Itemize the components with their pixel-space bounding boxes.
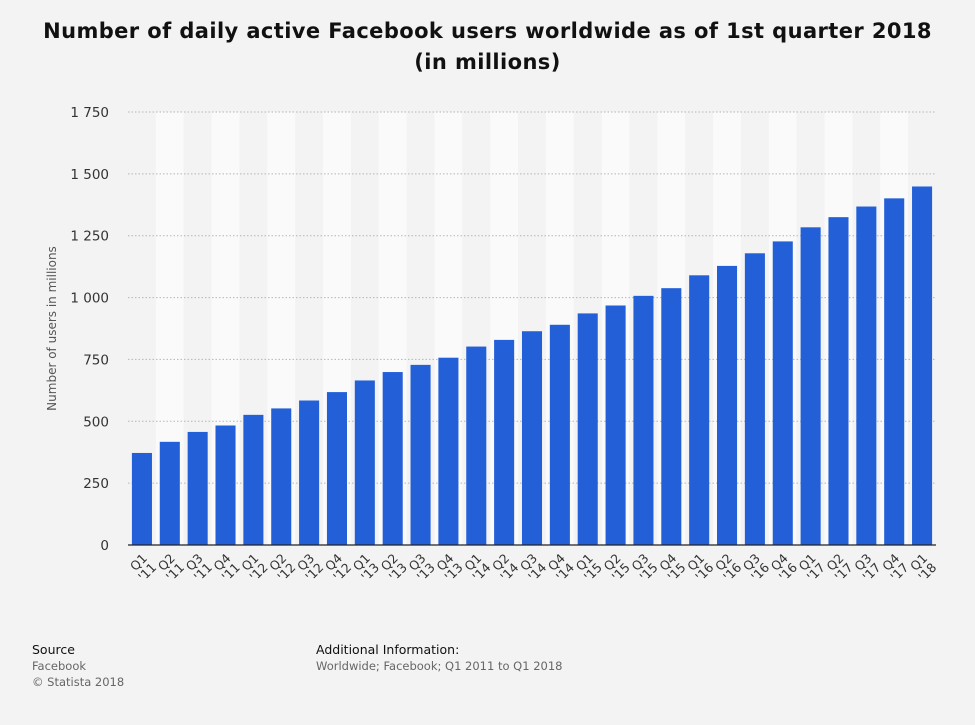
bar[interactable]: [912, 186, 933, 545]
x-tick-label: Q3'11: [181, 551, 214, 584]
x-tick-label: Q2'12: [265, 551, 298, 584]
x-tick-label: Q1'12: [237, 551, 270, 584]
y-tick-label: 1 000: [70, 291, 109, 307]
x-tick-label: Q1'15: [572, 551, 605, 584]
x-tick-label: Q4'11: [209, 550, 243, 584]
x-tick-label: Q1'14: [460, 550, 494, 584]
bar[interactable]: [577, 313, 598, 545]
x-tick-label: Q1'18: [906, 550, 940, 584]
additional-info-heading: Additional Information:: [316, 642, 460, 657]
x-tick-label: Q2'15: [599, 551, 632, 584]
bar[interactable]: [215, 425, 236, 545]
copyright-text: © Statista 2018: [32, 675, 125, 689]
bar[interactable]: [438, 357, 459, 545]
bar[interactable]: [494, 339, 515, 545]
x-tick-label: Q1'11: [126, 551, 159, 584]
bar[interactable]: [772, 241, 793, 545]
y-tick-label: 1 750: [70, 105, 109, 121]
x-tick-label: Q4'17: [878, 550, 912, 584]
y-tick-label: 250: [83, 476, 109, 492]
y-axis-ticks: 0 250 500 750 1 000 1 250 1 500 1 750: [70, 105, 109, 554]
x-tick-label: Q1'17: [794, 551, 827, 584]
x-tick-label: Q4'13: [432, 550, 466, 584]
bar[interactable]: [131, 452, 152, 545]
x-tick-label: Q3'17: [850, 551, 883, 584]
chart-title: Number of daily active Facebook users wo…: [43, 19, 932, 74]
x-tick-label: Q3'15: [627, 551, 660, 584]
bar[interactable]: [187, 431, 208, 545]
bar[interactable]: [466, 346, 487, 545]
bars: [131, 186, 933, 546]
bar[interactable]: [549, 324, 570, 545]
bar[interactable]: [159, 441, 180, 545]
bar[interactable]: [744, 253, 765, 545]
bar[interactable]: [299, 400, 320, 545]
x-tick-label: Q3'12: [293, 551, 326, 584]
additional-info-text: Worldwide; Facebook; Q1 2011 to Q1 2018: [316, 659, 563, 673]
y-tick-label: 750: [83, 352, 109, 368]
bar[interactable]: [689, 275, 710, 545]
bar[interactable]: [633, 295, 654, 545]
x-tick-label: Q2'14: [488, 550, 522, 584]
bar[interactable]: [410, 364, 431, 545]
bar[interactable]: [717, 265, 738, 545]
x-tick-label: Q3'14: [516, 550, 550, 584]
bar[interactable]: [884, 198, 905, 545]
bar[interactable]: [605, 305, 626, 545]
x-tick-label: Q2'16: [711, 550, 745, 584]
source-name[interactable]: Facebook: [32, 659, 87, 673]
y-tick-label: 500: [83, 414, 109, 430]
x-tick-label: Q4'16: [767, 550, 801, 584]
x-tick-label: Q2'13: [377, 551, 410, 584]
bar[interactable]: [800, 227, 821, 546]
bar[interactable]: [521, 331, 543, 545]
x-tick-label: Q1'16: [683, 550, 717, 584]
bar[interactable]: [856, 206, 877, 546]
y-axis-title: Number of users in millions: [45, 246, 59, 411]
bar[interactable]: [828, 217, 849, 545]
x-tick-label: Q4'15: [655, 550, 689, 584]
y-tick-label: 0: [100, 538, 109, 554]
x-tick-label: Q4'14: [544, 550, 578, 584]
bar[interactable]: [382, 372, 403, 545]
x-tick-label: Q3'13: [404, 551, 437, 584]
bar[interactable]: [661, 288, 682, 545]
x-tick-label: Q3'16: [739, 550, 773, 584]
bar[interactable]: [354, 380, 375, 545]
y-tick-label: 1 500: [70, 167, 109, 183]
additional-info-block: Additional Information: Worldwide; Faceb…: [316, 642, 562, 674]
bar[interactable]: [271, 408, 292, 545]
source-block: Source Facebook © Statista 2018: [32, 642, 124, 690]
x-axis-ticks: Q1'11Q2'11Q3'11Q4'11Q1'12Q2'12Q3'12Q4'12…: [126, 550, 940, 584]
y-tick-label: 1 250: [70, 229, 109, 245]
bar[interactable]: [326, 392, 347, 545]
bar[interactable]: [243, 414, 264, 545]
source-heading: Source: [32, 642, 75, 657]
x-tick-label: Q2'17: [822, 551, 855, 584]
x-tick-label: Q2'11: [154, 551, 187, 584]
x-tick-label: Q1'13: [349, 551, 382, 584]
x-tick-label: Q4'12: [321, 550, 355, 584]
